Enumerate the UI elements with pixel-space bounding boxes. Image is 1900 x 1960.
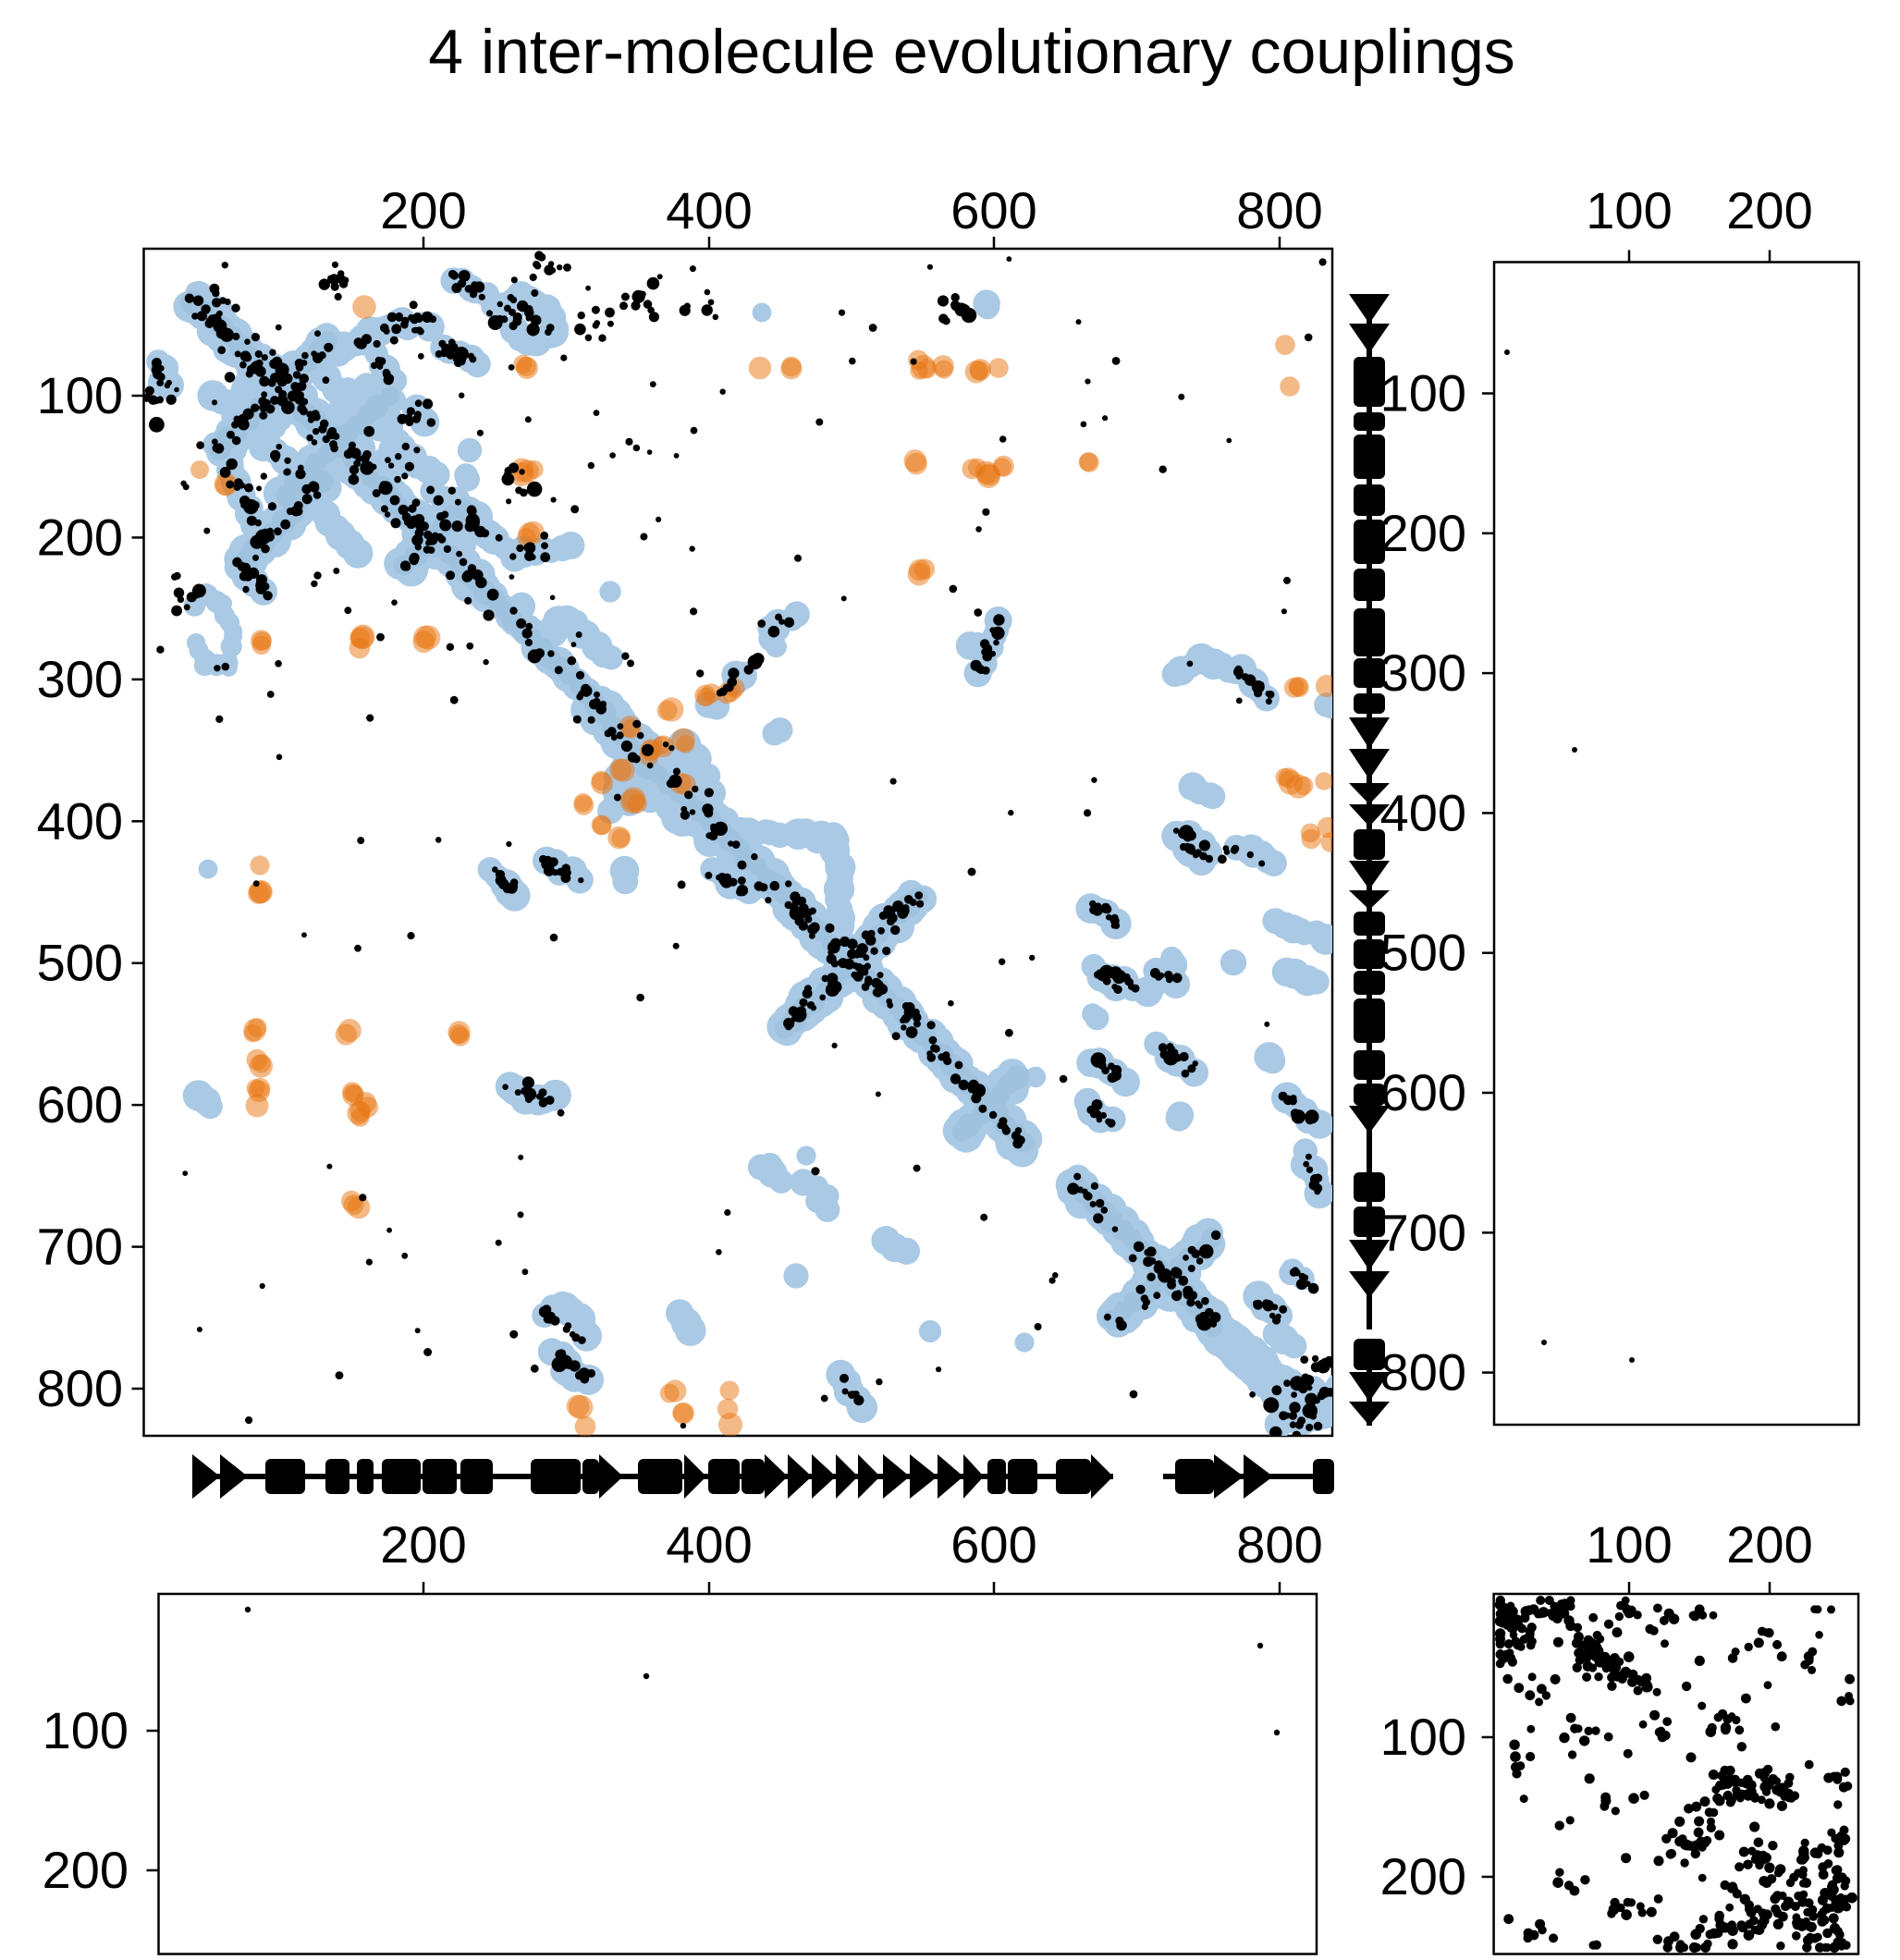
svg-text:200: 200 [380, 1515, 466, 1574]
svg-text:200: 200 [1380, 1847, 1466, 1905]
svg-text:800: 800 [1236, 1515, 1322, 1574]
svg-text:200: 200 [37, 508, 123, 566]
svg-text:300: 300 [1380, 643, 1466, 702]
svg-text:600: 600 [950, 1515, 1036, 1574]
svg-text:600: 600 [37, 1075, 123, 1133]
svg-text:100: 100 [1380, 364, 1466, 423]
svg-text:500: 500 [37, 934, 123, 992]
svg-text:400: 400 [666, 1515, 752, 1574]
svg-text:200: 200 [43, 1841, 129, 1899]
svg-text:300: 300 [37, 650, 123, 708]
svg-text:200: 200 [380, 181, 466, 239]
svg-text:800: 800 [1236, 181, 1322, 239]
svg-text:700: 700 [1380, 1203, 1466, 1261]
svg-text:700: 700 [37, 1218, 123, 1276]
svg-text:100: 100 [1586, 1515, 1672, 1574]
svg-text:600: 600 [950, 181, 1036, 239]
svg-text:600: 600 [1380, 1063, 1466, 1121]
svg-text:100: 100 [1380, 1708, 1466, 1766]
svg-text:400: 400 [666, 181, 752, 239]
svg-text:400: 400 [37, 791, 123, 850]
svg-text:400: 400 [1380, 783, 1466, 841]
svg-text:200: 200 [1726, 181, 1812, 239]
svg-text:500: 500 [1380, 924, 1466, 982]
svg-text:4 inter-molecule evolutionary: 4 inter-molecule evolutionary couplings [428, 17, 1515, 87]
svg-text:200: 200 [1380, 504, 1466, 562]
svg-text:200: 200 [1726, 1515, 1812, 1574]
svg-text:100: 100 [1586, 181, 1672, 239]
svg-text:100: 100 [43, 1701, 129, 1759]
svg-text:800: 800 [37, 1359, 123, 1417]
svg-text:800: 800 [1380, 1343, 1466, 1402]
svg-text:100: 100 [37, 366, 123, 424]
